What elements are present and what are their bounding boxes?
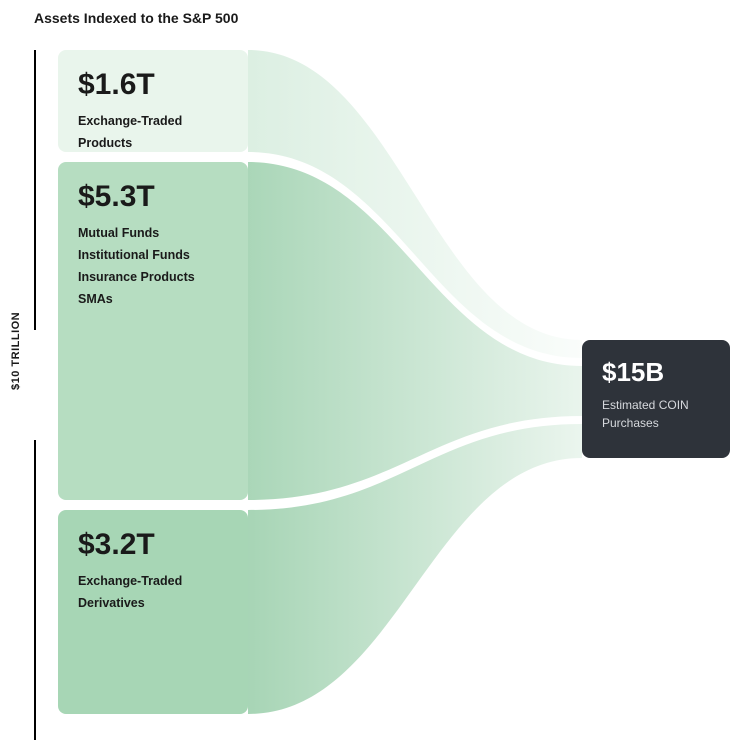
- source-labels: Exchange-Traded Products: [78, 111, 228, 153]
- source-label-line: Exchange-Traded: [78, 111, 228, 131]
- chart-title: Assets Indexed to the S&P 500: [34, 10, 238, 26]
- destination-label-line: Estimated COIN: [602, 397, 710, 414]
- source-block-deriv: $3.2T Exchange-Traded Derivatives: [58, 510, 248, 714]
- destination-block: $15B Estimated COIN Purchases: [582, 340, 730, 458]
- source-label-line: Institutional Funds: [78, 245, 228, 265]
- source-block-etp: $1.6T Exchange-Traded Products: [58, 50, 248, 152]
- destination-label-line: Purchases: [602, 415, 710, 432]
- source-label-line: Insurance Products: [78, 267, 228, 287]
- source-value: $1.6T: [78, 68, 228, 101]
- axis-segment-top: [34, 50, 36, 330]
- flow-ribbon-funds: [248, 162, 582, 500]
- source-label-line: Mutual Funds: [78, 223, 228, 243]
- source-labels: Exchange-Traded Derivatives: [78, 571, 228, 613]
- destination-labels: Estimated COIN Purchases: [602, 397, 710, 433]
- axis-segment-bottom: [34, 440, 36, 740]
- source-block-funds: $5.3T Mutual Funds Institutional Funds I…: [58, 162, 248, 500]
- flow-ribbon-deriv: [248, 424, 582, 714]
- source-label-line: SMAs: [78, 289, 228, 309]
- source-label-line: Exchange-Traded: [78, 571, 228, 591]
- source-value: $5.3T: [78, 180, 228, 213]
- source-label-line: Derivatives: [78, 593, 228, 613]
- source-value: $3.2T: [78, 528, 228, 561]
- destination-value: $15B: [602, 358, 710, 387]
- source-label-line: Products: [78, 133, 228, 153]
- axis-label: $10 TRILLION: [10, 312, 22, 390]
- source-labels: Mutual Funds Institutional Funds Insuran…: [78, 223, 228, 309]
- flow-ribbon-etp: [248, 50, 582, 358]
